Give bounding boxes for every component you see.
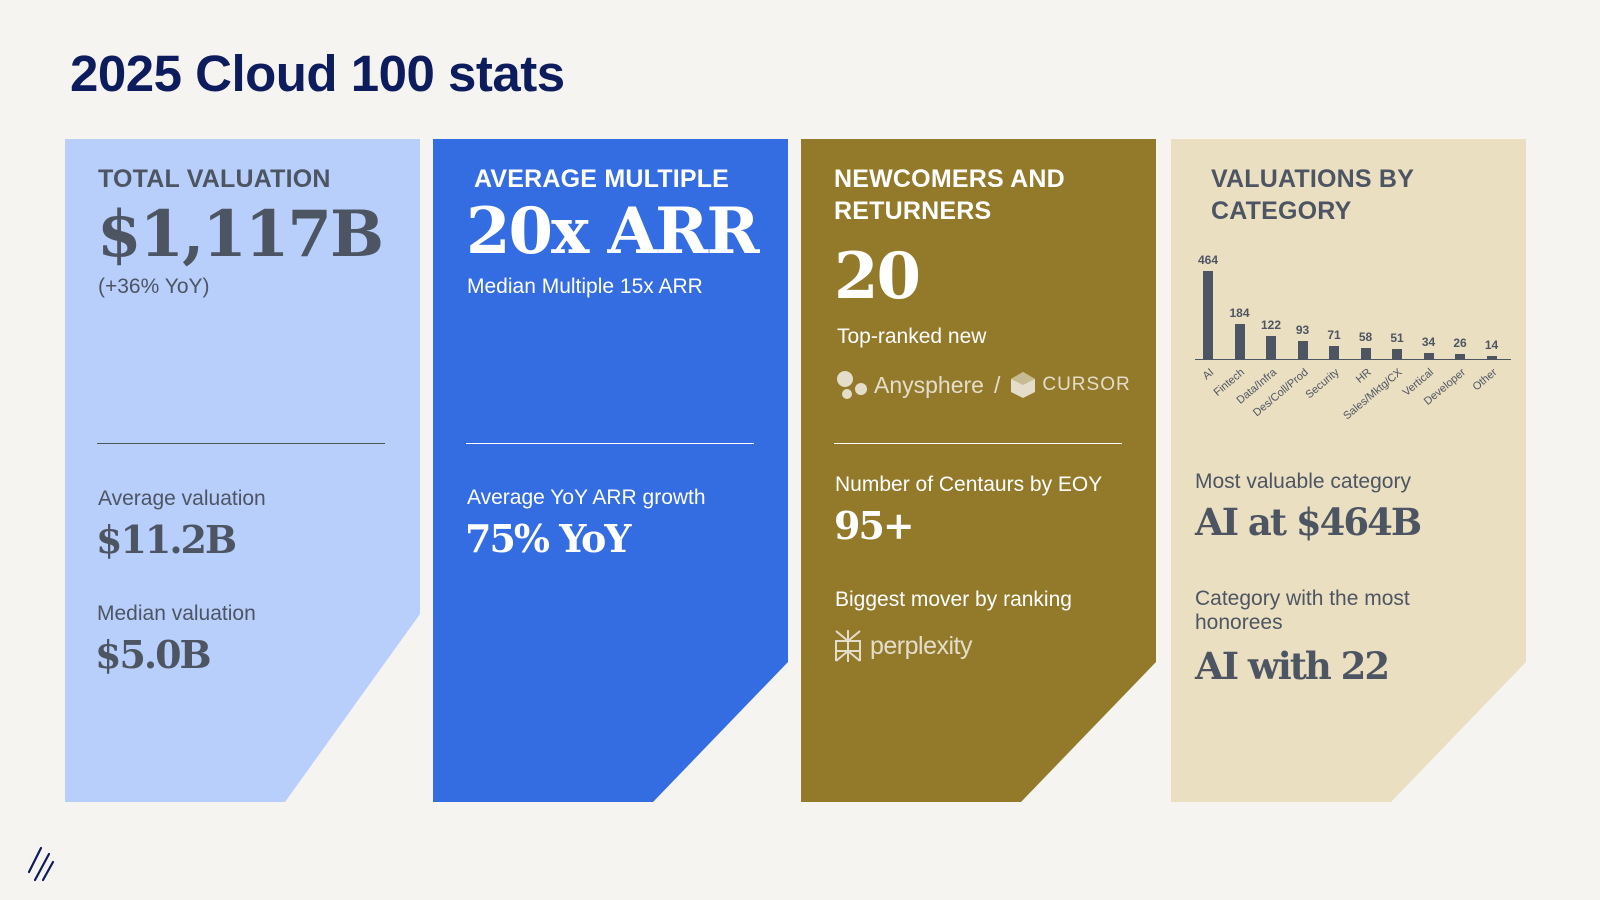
anysphere-icon [837,371,867,399]
average-multiple-value: 20x ARR [466,194,760,269]
anysphere-cursor-logos: Anysphere / CURSOR [836,370,1131,400]
median-multiple-text: Median Multiple 15x ARR [467,275,703,298]
chart-data-label: 26 [1453,336,1467,351]
chart-category-label: AI [1200,366,1216,383]
total-valuation-value: $1,117B [97,197,384,272]
divider [97,443,385,444]
chart-category-label: HR [1353,366,1374,386]
most-honorees-label-line2: honorees [1195,611,1283,634]
chart-bar [1360,348,1371,359]
chart-bar [1392,349,1402,359]
perplexity-logo: perplexity [834,629,973,663]
chart-data-label: 51 [1390,331,1404,346]
chart-bar [1329,345,1339,359]
chart-data-label: 464 [1197,253,1219,267]
category-bar-chart: 464 AI 184 Fintech 122 Data/Infra 93 Des/Coll/P… [1195,243,1517,444]
average-multiple-card: AVERAGE MULTIPLE 20x ARR Median Multiple… [433,139,788,802]
arr-growth-value: 75% YoY [465,516,632,561]
chart-category-label: Des/Coll/Prod [1250,366,1311,420]
chart-bar [1297,341,1308,359]
most-valuable-value: AI at $464B [1195,500,1422,544]
most-honorees-label-line1: Category with the most [1195,587,1410,610]
median-valuation-value: $5.0B [95,632,212,677]
total-valuation-heading: TOTAL VALUATION [98,165,331,193]
chart-data-label: 93 [1295,323,1310,338]
divider [834,443,1122,444]
cursor-icon [1011,372,1036,398]
newcomers-heading-line2: RETURNERS [834,197,992,225]
total-valuation-card: TOTAL VALUATION $1,117B (+36% YoY) Avera… [65,139,420,802]
centaurs-value: 95+ [834,503,915,548]
arr-growth-label: Average YoY ARR growth [467,486,706,509]
chart-bar [1423,352,1434,359]
chart-category-label: Security [1303,366,1342,402]
chart-baseline [1195,359,1511,360]
average-valuation-value: $11.2B [96,517,237,562]
chart-category-label: Other [1470,366,1500,394]
most-valuable-label: Most valuable category [1195,470,1411,493]
chart-bar [1486,356,1497,359]
median-valuation-label: Median valuation [97,602,256,625]
category-heading-line2: CATEGORY [1211,197,1352,225]
chart-data-label: 58 [1358,330,1373,344]
newcomers-card: NEWCOMERS AND RETURNERS 20 Top-ranked ne… [801,139,1156,802]
average-multiple-heading: AVERAGE MULTIPLE [474,165,730,193]
chart-data-label: 184 [1229,306,1250,321]
chart-bar [1455,354,1465,359]
anysphere-name: Anysphere [874,371,984,398]
newcomers-heading: NEWCOMERS AND RETURNERS [834,163,1065,227]
cursor-name: CURSOR [1042,374,1131,395]
chart-data-label: 71 [1327,327,1341,342]
logo-separator: / [993,371,1001,398]
centaurs-label: Number of Centaurs by EOY [835,473,1103,496]
category-heading-line1: VALUATIONS BY [1211,165,1415,193]
average-valuation-label: Average valuation [98,487,266,510]
page-title: 2025 Cloud 100 stats [70,45,565,102]
newcomers-heading-line1: NEWCOMERS AND [834,165,1065,193]
brand-logo-icon [27,846,55,882]
top-ranked-label: Top-ranked new [837,325,987,348]
category-heading: VALUATIONS BY CATEGORY [1211,163,1414,227]
most-honorees-value: AI with 22 [1195,644,1390,688]
perplexity-icon [835,630,861,662]
chart-data-label: 122 [1260,317,1282,332]
biggest-mover-label: Biggest mover by ranking [835,588,1072,611]
chart-bar [1266,335,1276,359]
divider [466,443,754,444]
newcomers-value: 20 [834,239,921,314]
chart-data-label: 34 [1421,334,1436,349]
chart-bar [1234,324,1245,359]
chart-bar [1203,271,1213,359]
total-valuation-change: (+36% YoY) [98,275,210,298]
perplexity-name: perplexity [870,631,973,660]
valuations-by-category-card: VALUATIONS BY CATEGORY 464 AI 184 Fintech 12… [1171,139,1526,802]
most-honorees-label: Category with the most honorees [1195,587,1410,635]
chart-data-label: 14 [1484,338,1499,353]
